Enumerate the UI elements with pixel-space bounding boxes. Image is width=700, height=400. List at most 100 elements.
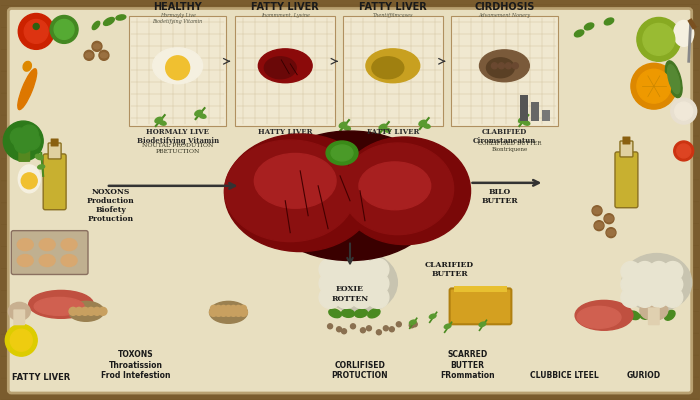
Ellipse shape [18, 239, 33, 250]
Circle shape [335, 258, 357, 280]
Ellipse shape [199, 114, 206, 118]
Ellipse shape [575, 300, 633, 330]
Ellipse shape [486, 58, 514, 78]
Circle shape [235, 305, 241, 311]
Circle shape [319, 258, 341, 280]
FancyBboxPatch shape [343, 16, 442, 126]
FancyBboxPatch shape [648, 307, 660, 325]
Ellipse shape [480, 50, 529, 82]
Text: SCARRED
BUTTER
FRommation: SCARRED BUTTER FRommation [440, 350, 495, 380]
Ellipse shape [104, 18, 114, 26]
Ellipse shape [368, 309, 380, 318]
Circle shape [92, 41, 102, 51]
FancyBboxPatch shape [615, 152, 638, 208]
FancyBboxPatch shape [48, 143, 61, 159]
Text: FATTY LIVER: FATTY LIVER [359, 2, 427, 12]
Circle shape [351, 286, 373, 308]
Circle shape [99, 307, 107, 315]
Circle shape [384, 326, 388, 331]
Ellipse shape [577, 306, 621, 328]
Circle shape [216, 305, 221, 311]
Circle shape [319, 272, 341, 294]
Circle shape [360, 328, 365, 333]
Text: FATTY LIVER: FATTY LIVER [12, 373, 70, 382]
FancyBboxPatch shape [235, 16, 335, 126]
FancyBboxPatch shape [449, 288, 512, 324]
FancyBboxPatch shape [620, 141, 633, 157]
Ellipse shape [160, 121, 166, 125]
Circle shape [351, 272, 373, 294]
Ellipse shape [254, 154, 336, 208]
Ellipse shape [674, 20, 694, 46]
Circle shape [677, 144, 691, 158]
Ellipse shape [424, 124, 430, 128]
Circle shape [671, 98, 696, 124]
Circle shape [50, 16, 78, 43]
Circle shape [69, 307, 77, 315]
Ellipse shape [652, 311, 664, 320]
Ellipse shape [640, 311, 652, 319]
Circle shape [675, 102, 693, 120]
Circle shape [621, 274, 641, 294]
Ellipse shape [29, 290, 94, 318]
FancyBboxPatch shape [11, 231, 88, 274]
Circle shape [505, 63, 512, 69]
FancyBboxPatch shape [622, 136, 631, 144]
Circle shape [389, 327, 394, 332]
Circle shape [75, 307, 83, 315]
Ellipse shape [68, 301, 104, 321]
Ellipse shape [668, 65, 680, 94]
Circle shape [663, 288, 682, 307]
Text: HEALTHY: HEALTHY [153, 2, 202, 12]
Ellipse shape [622, 254, 692, 311]
Ellipse shape [258, 131, 442, 260]
Circle shape [220, 308, 228, 316]
Text: NOXONS
Production
Biofety
Protuction: NOXONS Production Biofety Protuction [87, 188, 135, 224]
Ellipse shape [34, 297, 84, 315]
Circle shape [674, 141, 694, 161]
FancyBboxPatch shape [13, 309, 25, 325]
Ellipse shape [23, 62, 32, 71]
Circle shape [335, 286, 357, 308]
Ellipse shape [153, 48, 202, 84]
Circle shape [594, 221, 604, 231]
Circle shape [99, 50, 109, 60]
Circle shape [604, 214, 614, 224]
Ellipse shape [666, 61, 682, 98]
Ellipse shape [195, 110, 202, 116]
Circle shape [649, 274, 668, 294]
Circle shape [635, 274, 654, 294]
Text: HORMALY LIVE
Biodetifying Vitamin: HORMALY LIVE Biodetifying Vitamin [136, 128, 218, 145]
Ellipse shape [519, 117, 526, 123]
Ellipse shape [155, 117, 162, 123]
Text: CLABIFIED
Ciromstaneatun: CLABIFIED Ciromstaneatun [473, 128, 536, 145]
FancyBboxPatch shape [531, 102, 539, 121]
Ellipse shape [101, 53, 107, 58]
Ellipse shape [18, 254, 33, 266]
Ellipse shape [379, 124, 386, 130]
FancyBboxPatch shape [542, 110, 550, 121]
Ellipse shape [18, 69, 36, 110]
Circle shape [366, 326, 372, 331]
Circle shape [342, 329, 346, 334]
Circle shape [637, 18, 680, 61]
FancyBboxPatch shape [43, 154, 66, 210]
Circle shape [328, 324, 332, 329]
Circle shape [225, 308, 232, 316]
Text: GURIOD: GURIOD [626, 371, 661, 380]
Ellipse shape [479, 322, 486, 326]
Ellipse shape [429, 314, 436, 318]
Circle shape [649, 262, 668, 282]
Circle shape [319, 286, 341, 308]
Ellipse shape [8, 302, 30, 320]
Ellipse shape [85, 53, 92, 58]
Circle shape [410, 323, 414, 328]
Text: CLARIFIED
BUTTER: CLARIFIED BUTTER [425, 260, 474, 278]
Circle shape [337, 327, 342, 332]
Circle shape [10, 128, 28, 146]
Ellipse shape [605, 216, 613, 222]
Circle shape [84, 50, 94, 60]
Ellipse shape [410, 320, 416, 324]
Ellipse shape [209, 301, 247, 323]
Circle shape [20, 125, 38, 143]
